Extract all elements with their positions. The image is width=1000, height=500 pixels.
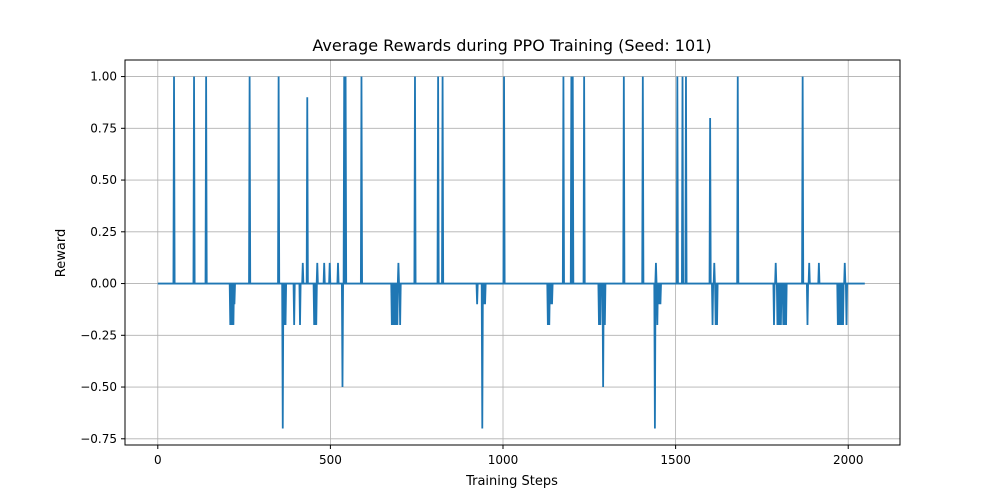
y-tick-label: 0.00 — [90, 277, 117, 291]
y-tick-label: 1.00 — [90, 70, 117, 84]
plot-area — [157, 76, 865, 429]
y-tick-label: −0.25 — [80, 328, 117, 342]
x-axis-label: Training Steps — [465, 474, 558, 489]
y-tick-label: −0.75 — [80, 432, 117, 446]
y-tick-label: 0.25 — [90, 225, 117, 239]
y-tick-label: 0.50 — [90, 173, 117, 187]
y-axis: −0.75 −0.50 −0.25 0.00 0.25 0.50 0.75 1.00 — [80, 70, 125, 446]
axes-frame — [124, 59, 901, 446]
y-axis-label: Reward — [54, 229, 69, 277]
chart-title: Average Rewards during PPO Training (See… — [312, 36, 711, 55]
x-tick-label: 2000 — [833, 453, 864, 467]
x-tick-label: 1500 — [660, 453, 691, 467]
reward-series-line — [157, 76, 865, 429]
x-axis: 0 500 1000 1500 2000 — [154, 445, 864, 467]
x-tick-label: 500 — [319, 453, 342, 467]
x-tick-label: 1000 — [488, 453, 519, 467]
y-tick-label: 0.75 — [90, 121, 117, 135]
y-tick-label: −0.50 — [80, 380, 117, 394]
x-tick-label: 0 — [154, 453, 162, 467]
